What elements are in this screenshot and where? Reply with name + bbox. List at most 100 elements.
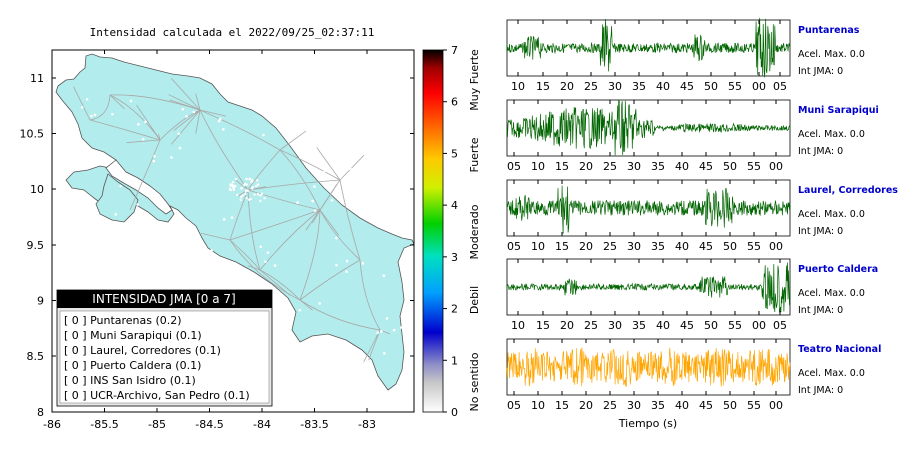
gulf-nicoya bbox=[105, 159, 173, 215]
trace-tick-label: 55 bbox=[747, 160, 761, 173]
trace-tick-label: 30 bbox=[608, 319, 622, 332]
trace-tick-label: 10 bbox=[531, 240, 545, 253]
town-dot bbox=[298, 308, 302, 312]
town-dot bbox=[244, 189, 248, 193]
road bbox=[136, 104, 161, 141]
station-jma: Int JMA: 0 bbox=[798, 146, 843, 157]
trace-tick-label: 45 bbox=[680, 319, 694, 332]
trace-tick-label: 10 bbox=[531, 160, 545, 173]
town-dot bbox=[335, 236, 338, 240]
trace-tick-label: 35 bbox=[651, 240, 665, 253]
road bbox=[247, 186, 267, 191]
trace-tick-label: 10 bbox=[511, 319, 525, 332]
station-trace: 10 15 20 25 30 35 40 45 50 55 00 05 Puntarenas Acel. … bbox=[506, 17, 865, 93]
town-dot bbox=[380, 330, 383, 333]
town-dot bbox=[335, 263, 338, 267]
colorbar-category-label: No sentido bbox=[468, 352, 481, 411]
legend-entry: [ 0 ] Puerto Caldera (0.1) bbox=[64, 359, 201, 372]
road bbox=[299, 299, 381, 331]
trace-tick-label: 25 bbox=[603, 160, 617, 173]
trace-tick-label: 35 bbox=[632, 319, 646, 332]
road bbox=[359, 259, 381, 331]
station-trace: 05 10 15 20 25 30 35 40 45 50 55 00 Laurel, Corredor… bbox=[506, 179, 898, 253]
road bbox=[259, 269, 291, 296]
town-dot bbox=[170, 156, 173, 159]
town-dot bbox=[345, 259, 349, 263]
waveform-line bbox=[506, 347, 791, 387]
road bbox=[247, 189, 321, 211]
trace-tick-label: 45 bbox=[699, 399, 713, 412]
town-dot bbox=[210, 249, 213, 252]
map-x-tick-label: -84.5 bbox=[195, 418, 223, 431]
map-y-tick-label: 10 bbox=[30, 183, 44, 196]
town-dot bbox=[259, 245, 263, 249]
road bbox=[259, 209, 321, 271]
town-dot bbox=[260, 192, 264, 195]
trace-tick-label: 00 bbox=[769, 399, 783, 412]
town-dot bbox=[296, 201, 299, 204]
map-x-tick-label: -84 bbox=[253, 418, 271, 431]
road bbox=[169, 99, 201, 111]
road bbox=[279, 130, 307, 151]
town-dot bbox=[141, 137, 145, 141]
road bbox=[89, 119, 161, 141]
road bbox=[109, 94, 125, 110]
map-title: Intensidad calculada el 2022/09/25_02:37… bbox=[90, 26, 375, 39]
colorbar-tick-label: 7 bbox=[451, 44, 458, 57]
legend-entry: [ 0 ] INS San Isidro (0.1) bbox=[64, 374, 196, 387]
town-dot bbox=[266, 251, 270, 255]
waveform-line bbox=[506, 99, 791, 156]
road bbox=[279, 149, 321, 211]
town-dot bbox=[313, 185, 316, 188]
trace-tick-label: 50 bbox=[723, 399, 737, 412]
town-dot bbox=[330, 198, 334, 202]
colorbar-category-label: Fuerte bbox=[468, 137, 481, 172]
trace-tick-label: 15 bbox=[555, 160, 569, 173]
trace-tick-label: 55 bbox=[728, 80, 742, 93]
station-acel: Acel. Max. 0.0 bbox=[798, 368, 865, 379]
town-dot bbox=[282, 306, 286, 310]
legend-title: INTENSIDAD JMA [0 a 7] bbox=[92, 292, 235, 306]
town-dot bbox=[192, 110, 196, 114]
road bbox=[170, 109, 201, 145]
town-dot bbox=[232, 187, 235, 191]
road bbox=[126, 139, 161, 143]
trace-tick-label: 35 bbox=[651, 160, 665, 173]
trace-tick-label: 50 bbox=[723, 240, 737, 253]
town-dot bbox=[244, 192, 247, 195]
town-dot bbox=[231, 180, 235, 184]
waveform-line bbox=[506, 17, 791, 78]
map-y-tick-label: 9.5 bbox=[27, 239, 45, 252]
town-dot bbox=[345, 270, 348, 273]
colorbar-tick-label: 5 bbox=[451, 147, 458, 160]
trace-tick-label: 15 bbox=[555, 240, 569, 253]
town-markers bbox=[68, 98, 403, 355]
town-dot bbox=[318, 302, 322, 305]
trace-tick-label: 40 bbox=[656, 319, 670, 332]
trace-tick-label: 50 bbox=[704, 319, 718, 332]
road bbox=[368, 329, 381, 361]
map-frame bbox=[51, 49, 415, 413]
trace-tick-label: 05 bbox=[773, 319, 787, 332]
town-dot bbox=[247, 198, 251, 201]
town-dot bbox=[68, 113, 72, 117]
town-dot bbox=[322, 170, 326, 174]
road bbox=[247, 149, 281, 191]
road bbox=[199, 109, 249, 191]
trace-tick-label: 50 bbox=[723, 160, 737, 173]
town-dot bbox=[256, 179, 259, 182]
station-acel: Acel. Max. 0.0 bbox=[798, 209, 865, 220]
map-y-axis: 11 10.5 10 9.5 9 8.5 8 bbox=[20, 72, 414, 419]
town-dot bbox=[153, 155, 156, 158]
town-dot bbox=[217, 119, 221, 123]
trace-tick-label: 30 bbox=[627, 240, 641, 253]
colorbar-tick-label: 1 bbox=[451, 354, 458, 367]
legend-entry: [ 0 ] Laurel, Corredores (0.1) bbox=[64, 344, 221, 357]
road bbox=[339, 154, 365, 181]
town-dot bbox=[273, 264, 277, 267]
trace-tick-label: 05 bbox=[507, 399, 521, 412]
town-dot bbox=[245, 196, 248, 200]
town-dot bbox=[90, 114, 93, 118]
town-dot bbox=[385, 317, 389, 320]
